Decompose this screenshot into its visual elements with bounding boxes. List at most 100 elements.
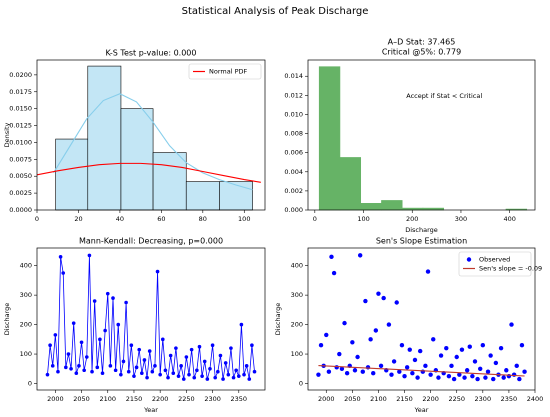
x-axis-label: Year — [143, 406, 158, 414]
point — [134, 365, 139, 370]
point — [242, 372, 246, 377]
x-tick-label: 2400 — [527, 395, 544, 403]
point — [485, 369, 491, 374]
y-tick-label: 0.000 — [284, 206, 303, 214]
point — [98, 337, 102, 342]
point — [318, 343, 324, 348]
y-tick-label: 0 — [299, 380, 303, 388]
y-tick-label: 0.0000 — [9, 206, 32, 214]
chart-title: Mann-Kendall: Decreasing, p=0.000 — [79, 237, 223, 246]
figure-title: Statistical Analysis of Peak Discharge — [182, 6, 369, 17]
point — [145, 375, 149, 380]
point — [493, 360, 499, 366]
x-tick-label: 2000 — [47, 395, 64, 403]
histogram-bar — [318, 66, 341, 211]
point — [239, 322, 244, 327]
point — [425, 269, 431, 274]
series-line — [47, 255, 255, 380]
point — [176, 374, 181, 378]
x-tick-label: 80 — [199, 215, 207, 223]
point — [58, 255, 63, 259]
chart-title: A–D Stat: 37.465 — [388, 38, 456, 47]
point — [522, 369, 527, 374]
y-tick-label: 200 — [20, 321, 32, 329]
point — [475, 376, 480, 382]
y-tick-label: 200 — [291, 321, 303, 329]
y-tick-label: 0.0050 — [9, 172, 32, 180]
point — [316, 372, 321, 377]
y-tick-label: 300 — [20, 291, 32, 299]
y-tick-label: 0.014 — [284, 72, 303, 80]
point — [331, 270, 337, 276]
point — [116, 322, 121, 327]
point — [339, 366, 345, 371]
point — [155, 269, 160, 274]
point — [56, 369, 60, 374]
y-tick-label: 0.012 — [284, 91, 303, 99]
point — [363, 298, 368, 304]
point — [252, 369, 257, 374]
density-line — [37, 162, 261, 183]
point — [402, 373, 407, 379]
point — [472, 359, 478, 364]
y-tick-label: 0.004 — [284, 168, 303, 176]
point — [129, 343, 134, 348]
point — [87, 253, 92, 258]
annotation: Accept if Stat < Critical — [406, 92, 482, 100]
point — [105, 291, 110, 296]
point — [92, 299, 97, 303]
y-tick-label: 0 — [28, 380, 32, 388]
point — [373, 328, 379, 333]
point — [464, 368, 470, 373]
point — [187, 372, 191, 377]
x-tick-label: 2150 — [126, 395, 143, 403]
point — [77, 364, 81, 368]
point — [113, 368, 118, 373]
y-tick-label: 0.0150 — [9, 105, 32, 113]
point — [95, 365, 100, 370]
point — [168, 353, 173, 358]
point — [45, 372, 50, 377]
y-axis-label: Density — [3, 122, 11, 147]
point — [397, 369, 402, 374]
axes-frame — [307, 59, 536, 211]
point — [250, 343, 254, 348]
chart-title: Sen's Slope Estimation — [376, 237, 467, 246]
point — [412, 357, 418, 363]
point — [324, 332, 329, 338]
point — [417, 348, 423, 354]
y-tick-label: 0.006 — [284, 149, 303, 157]
point — [511, 372, 517, 377]
x-tick-label: 200 — [406, 215, 418, 223]
point — [334, 365, 339, 370]
y-tick-label: 0.0075 — [9, 155, 32, 163]
point — [210, 343, 215, 348]
point — [216, 369, 220, 374]
point — [244, 364, 249, 368]
point — [467, 344, 472, 349]
point — [509, 322, 514, 327]
x-tick-label: 100 — [238, 215, 250, 223]
legend-box — [188, 63, 262, 80]
point — [108, 364, 113, 368]
point — [420, 369, 426, 374]
point — [451, 376, 457, 382]
point — [64, 365, 68, 370]
point — [142, 358, 147, 362]
point — [491, 376, 496, 382]
histogram-bar — [360, 203, 382, 211]
point — [171, 371, 176, 376]
x-tick-label: 2300 — [475, 395, 492, 403]
point — [438, 353, 444, 358]
point — [126, 369, 131, 374]
point — [391, 359, 397, 364]
point — [121, 359, 126, 364]
chart-subtitle: Critical @5%: 0.779 — [382, 48, 461, 57]
y-tick-label: 0.0175 — [9, 88, 32, 96]
point — [236, 374, 241, 378]
point — [337, 351, 342, 357]
x-tick-label: 2100 — [99, 395, 116, 403]
point — [119, 372, 123, 377]
point — [223, 361, 228, 365]
point — [48, 343, 52, 348]
